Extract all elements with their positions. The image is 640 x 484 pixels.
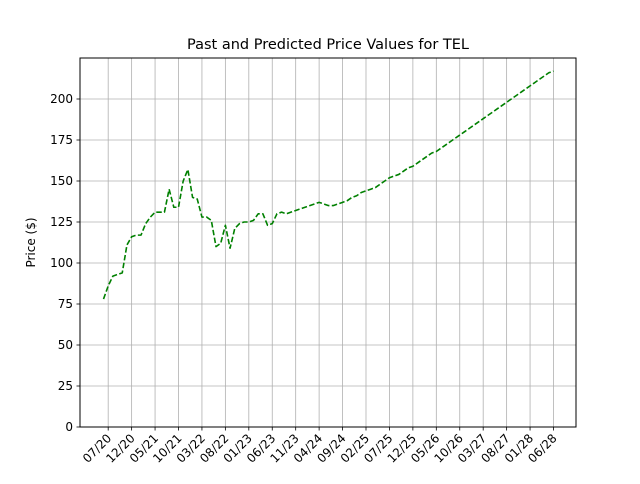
y-axis-label: Price ($)	[24, 217, 38, 267]
y-tick-label: 25	[58, 379, 73, 393]
y-tick-label: 100	[50, 256, 73, 270]
y-tick-label: 0	[65, 420, 73, 434]
y-tick-label: 150	[50, 174, 73, 188]
y-tick-label: 75	[58, 297, 73, 311]
chart-title: Past and Predicted Price Values for TEL	[187, 37, 469, 53]
y-tick-label: 175	[50, 133, 73, 147]
y-tick-label: 200	[50, 92, 73, 106]
y-tick-label: 125	[50, 215, 73, 229]
y-tick-label: 50	[58, 338, 73, 352]
